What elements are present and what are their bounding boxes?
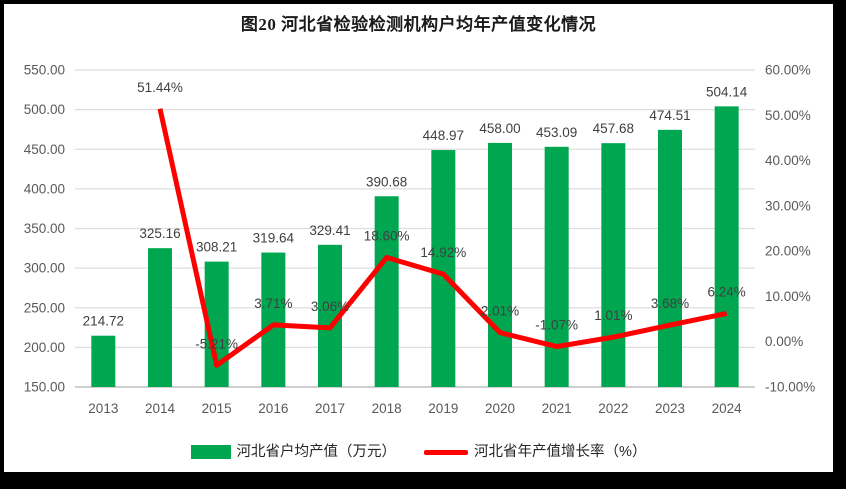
line-value-label: 18.60%	[364, 228, 410, 243]
line-series-swatch	[424, 449, 469, 455]
line-series	[157, 108, 728, 368]
x-axis-tick: 2016	[258, 401, 288, 416]
bar-value-label: 390.68	[366, 174, 407, 189]
bar-value-label: 474.51	[649, 108, 690, 123]
line-value-label: 3.71%	[254, 296, 292, 311]
x-axis-tick: 2021	[542, 401, 572, 416]
bar-value-label: 325.16	[139, 226, 180, 241]
bar-2014	[148, 248, 172, 387]
chart-legend: 河北省户均产值（万元） 河北省年产值增长率（%）	[4, 441, 833, 463]
x-axis-tick: 2018	[372, 401, 402, 416]
bar-2016	[261, 252, 286, 387]
x-axis-tick: 2022	[598, 401, 628, 416]
axis-labels: 550.00 500.00 450.00 400.00 350.00 300.00 250.…	[24, 63, 816, 417]
bar-series-legend-label: 河北省户均产值（万元）	[236, 443, 397, 460]
line-value-label: 1.01%	[594, 308, 632, 323]
right-axis-tick: 20.00%	[765, 244, 811, 259]
data-labels: 214.72 325.16 308.21 319.64 329.41 390.68 448.…	[83, 80, 748, 352]
bar-value-label: 329.41	[309, 223, 350, 238]
bar-2022	[601, 143, 626, 387]
bar-value-label: 457.68	[593, 121, 634, 136]
x-axis-tick: 2015	[202, 401, 232, 416]
x-axis-tick: 2020	[485, 401, 515, 416]
left-axis-tick: 300.00	[24, 261, 65, 276]
x-axis-tick: 2013	[88, 401, 118, 416]
left-axis-tick: 150.00	[24, 380, 65, 395]
bar-2024	[714, 106, 739, 387]
bar-2023	[658, 129, 682, 387]
combo-chart: 550.00 500.00 450.00 400.00 350.00 300.00 250.…	[24, 63, 816, 417]
chart-title: 图20 河北省检验检测机构户均年产值变化情况	[240, 15, 597, 34]
right-axis-tick: -10.00%	[765, 380, 815, 395]
bar-value-label: 504.14	[706, 84, 748, 99]
x-axis-tick: 2017	[315, 401, 345, 416]
right-axis-tick: 40.00%	[765, 153, 811, 168]
bar-2018	[374, 196, 399, 387]
line-value-label: 2.01%	[481, 304, 519, 319]
bar-series-swatch	[190, 445, 231, 459]
bar-2019	[431, 150, 456, 387]
left-axis-tick: 250.00	[24, 300, 65, 315]
growth-rate-line	[157, 108, 728, 368]
right-axis-tick: 60.00%	[765, 63, 811, 78]
right-axis-tick: 50.00%	[765, 108, 811, 123]
bar-2020	[488, 142, 512, 387]
line-value-label: 51.44%	[137, 80, 183, 95]
line-value-label: 6.24%	[708, 284, 746, 299]
x-axis-tick: 2024	[712, 401, 743, 416]
x-axis-tick: 2023	[655, 401, 685, 416]
line-value-label: -1.07%	[535, 318, 578, 333]
left-axis-tick: 400.00	[24, 181, 65, 196]
left-axis-tick: 200.00	[24, 340, 65, 355]
gridlines	[75, 69, 755, 388]
left-axis-tick: 350.00	[24, 221, 65, 236]
line-value-label: 14.92%	[420, 245, 466, 260]
line-value-label: 3.06%	[311, 299, 349, 314]
bar-value-label: 319.64	[253, 231, 295, 246]
line-value-label: 3.68%	[651, 296, 689, 311]
x-axis-tick: 2014	[145, 401, 176, 416]
bar-value-label: 308.21	[196, 240, 237, 255]
bar-value-label: 458.00	[479, 121, 520, 136]
bar-2021	[544, 146, 569, 387]
bar-value-label: 448.97	[423, 128, 464, 143]
bar-value-label: 453.09	[536, 125, 577, 140]
chart-page: 图20 河北省检验检测机构户均年产值变化情况 550.00 500.00 450.0…	[4, 4, 833, 472]
x-axis-tick: 2019	[428, 401, 458, 416]
line-series-legend-label: 河北省年产值增长率（%）	[474, 443, 647, 460]
right-axis-tick: 0.00%	[765, 334, 803, 349]
bar-2013	[91, 335, 116, 387]
right-axis-tick: 10.00%	[765, 289, 811, 304]
bar-value-label: 214.72	[83, 314, 124, 329]
left-axis-tick: 500.00	[24, 102, 65, 117]
left-axis-tick: 450.00	[24, 142, 65, 157]
left-axis-tick: 550.00	[24, 63, 65, 78]
right-axis-tick: 30.00%	[765, 198, 811, 213]
bar-series	[91, 106, 739, 387]
line-value-label: -5.21%	[195, 336, 238, 351]
